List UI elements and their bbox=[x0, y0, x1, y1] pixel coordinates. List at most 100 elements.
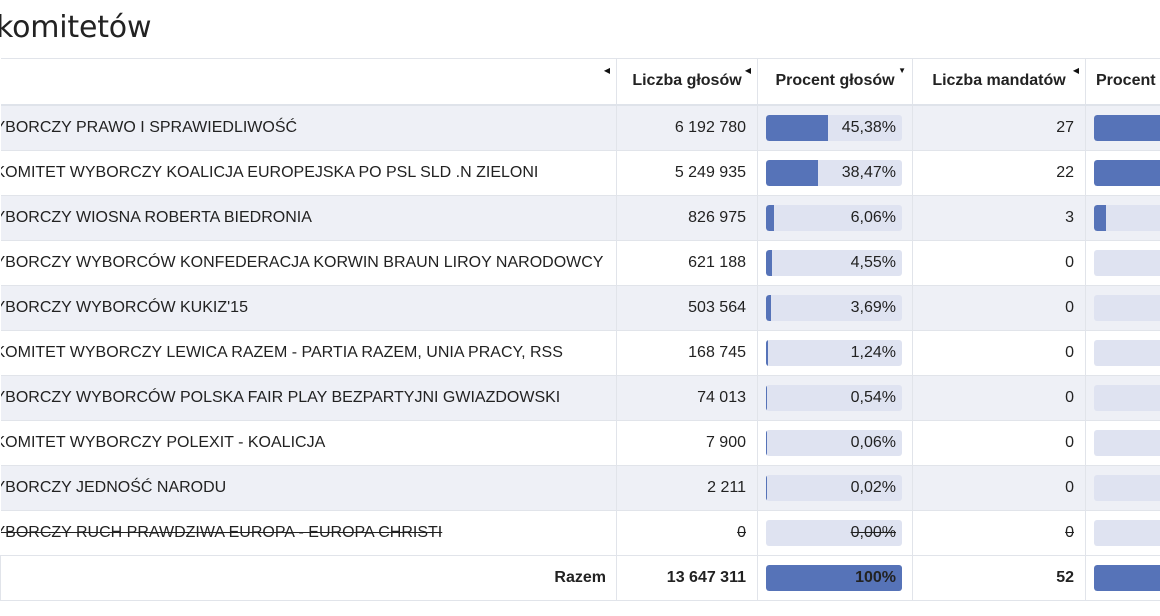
seats-value: 0 bbox=[1065, 388, 1074, 406]
seats-percent-cell bbox=[1085, 285, 1160, 331]
seats-cell: 0 bbox=[912, 285, 1086, 331]
percent-bar: 45,38% bbox=[766, 114, 902, 141]
seats-cell: 0 bbox=[912, 465, 1086, 511]
seats-percent-bar bbox=[1094, 474, 1160, 501]
percent-bar: 0,54% bbox=[766, 384, 902, 411]
seats-value: 0 bbox=[1065, 253, 1074, 271]
seats-percent-bar bbox=[1094, 384, 1160, 411]
seats-cell: 0 bbox=[912, 510, 1086, 556]
header-seats-percent[interactable]: Procent bbox=[1085, 58, 1160, 106]
bar-fill bbox=[766, 294, 772, 321]
percent-bar: 0,02% bbox=[766, 474, 902, 501]
seats-percent-cell bbox=[1085, 465, 1160, 511]
bar-label: 4,55% bbox=[850, 253, 896, 271]
seats-percent-cell bbox=[1085, 240, 1160, 286]
seats-percent-cell bbox=[1085, 195, 1160, 241]
results-table: ◀ Liczba głosów ◀ Procent głosów ▼ Liczb… bbox=[0, 58, 1160, 601]
bar-fill bbox=[766, 249, 773, 276]
header-votes-label: Liczba głosów bbox=[632, 72, 742, 90]
bar-fill bbox=[766, 339, 768, 366]
seats-cell: 0 bbox=[912, 420, 1086, 466]
sort-down-icon[interactable]: ▼ bbox=[898, 66, 906, 75]
committee-name-cell: YBORCZY PRAWO I SPRAWIEDLIWOŚĆ bbox=[0, 104, 617, 151]
votes-percent-cell: 0,00% bbox=[757, 510, 913, 556]
total-votes-percent: 100% bbox=[757, 555, 913, 601]
sort-left-icon[interactable]: ◀ bbox=[1072, 66, 1079, 75]
seats-cell: 22 bbox=[912, 150, 1086, 196]
votes-value: 621 188 bbox=[688, 253, 746, 271]
votes-cell: 168 745 bbox=[616, 330, 758, 376]
table-row: YBORCZY WYBORCÓW KUKIZ'15 503 564 3,69% 0 bbox=[0, 285, 1160, 331]
bar-fill bbox=[1094, 204, 1106, 231]
seats-value: 0 bbox=[1065, 523, 1074, 541]
table-row: YBORCZY JEDNOŚĆ NARODU 2 211 0,02% 0 bbox=[0, 465, 1160, 511]
committee-name: YBORCZY JEDNOŚĆ NARODU bbox=[0, 478, 227, 496]
seats-percent-cell bbox=[1085, 510, 1160, 556]
total-row: Razem 13 647 311 100% 52 bbox=[0, 555, 1160, 601]
seats-value: 0 bbox=[1065, 433, 1074, 451]
bar-fill bbox=[766, 474, 768, 501]
seats-value: 0 bbox=[1065, 298, 1074, 316]
seats-percent-cell bbox=[1085, 420, 1160, 466]
bar-fill bbox=[766, 429, 768, 456]
bar-fill bbox=[1094, 159, 1160, 186]
sort-left-icon[interactable]: ◀ bbox=[603, 66, 610, 75]
committee-name: YBORCZY WYBORCÓW POLSKA FAIR PLAY BEZPAR… bbox=[0, 388, 561, 406]
table-row: YBORCZY WIOSNA ROBERTA BIEDRONIA 826 975 6… bbox=[0, 195, 1160, 241]
bar-label: 3,69% bbox=[850, 298, 896, 316]
committee-name-cell: KOMITET WYBORCZY POLEXIT - KOALICJA bbox=[0, 420, 617, 466]
bar-label: 38,47% bbox=[841, 163, 896, 181]
bar-label: 0,00% bbox=[850, 523, 896, 541]
sort-left-icon[interactable]: ◀ bbox=[744, 66, 751, 75]
bar-label: 1,24% bbox=[850, 343, 896, 361]
percent-bar: 0,00% bbox=[766, 519, 902, 546]
votes-cell: 5 249 935 bbox=[616, 150, 758, 196]
header-seats-label: Liczba mandatów bbox=[932, 72, 1066, 90]
votes-value: 6 192 780 bbox=[674, 118, 746, 136]
bar-fill bbox=[766, 384, 768, 411]
table-row: YBORCZY WYBORCÓW KONFEDERACJA KORWIN BRA… bbox=[0, 240, 1160, 286]
seats-percent-bar bbox=[1094, 114, 1160, 141]
committee-name-cell: YBORCZY WYBORCÓW KUKIZ'15 bbox=[0, 285, 617, 331]
bar-fill bbox=[1094, 114, 1160, 141]
seats-percent-cell bbox=[1085, 104, 1160, 151]
seats-cell: 27 bbox=[912, 104, 1086, 151]
votes-percent-cell: 4,55% bbox=[757, 240, 913, 286]
percent-bar: 6,06% bbox=[766, 204, 902, 231]
header-votes-percent[interactable]: Procent głosów ▼ bbox=[757, 58, 913, 106]
seats-value: 22 bbox=[1056, 163, 1074, 181]
percent-bar: 4,55% bbox=[766, 249, 902, 276]
seats-percent-bar bbox=[1094, 429, 1160, 456]
header-votes-percent-label: Procent głosów bbox=[775, 72, 895, 90]
bar-label: 0,06% bbox=[850, 433, 896, 451]
votes-cell: 621 188 bbox=[616, 240, 758, 286]
votes-cell: 6 192 780 bbox=[616, 104, 758, 151]
total-label: Razem bbox=[0, 555, 617, 601]
header-row: ◀ Liczba głosów ◀ Procent głosów ▼ Liczb… bbox=[0, 58, 1160, 106]
votes-cell: 0 bbox=[616, 510, 758, 556]
seats-value: 0 bbox=[1065, 478, 1074, 496]
votes-value: 503 564 bbox=[688, 298, 746, 316]
committee-name-cell: YBORCZY WIOSNA ROBERTA BIEDRONIA bbox=[0, 195, 617, 241]
votes-cell: 2 211 bbox=[616, 465, 758, 511]
bar-label: 0,54% bbox=[850, 388, 896, 406]
committee-name-cell: KOMITET WYBORCZY KOALICJA EUROPEJSKA PO … bbox=[0, 150, 617, 196]
votes-cell: 503 564 bbox=[616, 285, 758, 331]
total-seats: 52 bbox=[912, 555, 1086, 601]
votes-value: 0 bbox=[737, 523, 746, 541]
committee-name-cell: YBORCZY JEDNOŚĆ NARODU bbox=[0, 465, 617, 511]
votes-value: 7 900 bbox=[705, 433, 746, 451]
total-seats-percent bbox=[1085, 555, 1160, 601]
table-row: KOMITET WYBORCZY POLEXIT - KOALICJA 7 900… bbox=[0, 420, 1160, 466]
header-seats[interactable]: Liczba mandatów ◀ bbox=[912, 58, 1086, 106]
seats-cell: 0 bbox=[912, 375, 1086, 421]
seats-percent-bar bbox=[1094, 159, 1160, 186]
votes-percent-cell: 0,02% bbox=[757, 465, 913, 511]
percent-bar: 0,06% bbox=[766, 429, 902, 456]
header-committee[interactable]: ◀ bbox=[0, 58, 617, 106]
total-seats-bar bbox=[1094, 564, 1160, 591]
table-row: YBORCZY WYBORCÓW POLSKA FAIR PLAY BEZPAR… bbox=[0, 375, 1160, 421]
header-votes[interactable]: Liczba głosów ◀ bbox=[616, 58, 758, 106]
votes-percent-cell: 45,38% bbox=[757, 104, 913, 151]
bar-fill bbox=[766, 114, 828, 141]
